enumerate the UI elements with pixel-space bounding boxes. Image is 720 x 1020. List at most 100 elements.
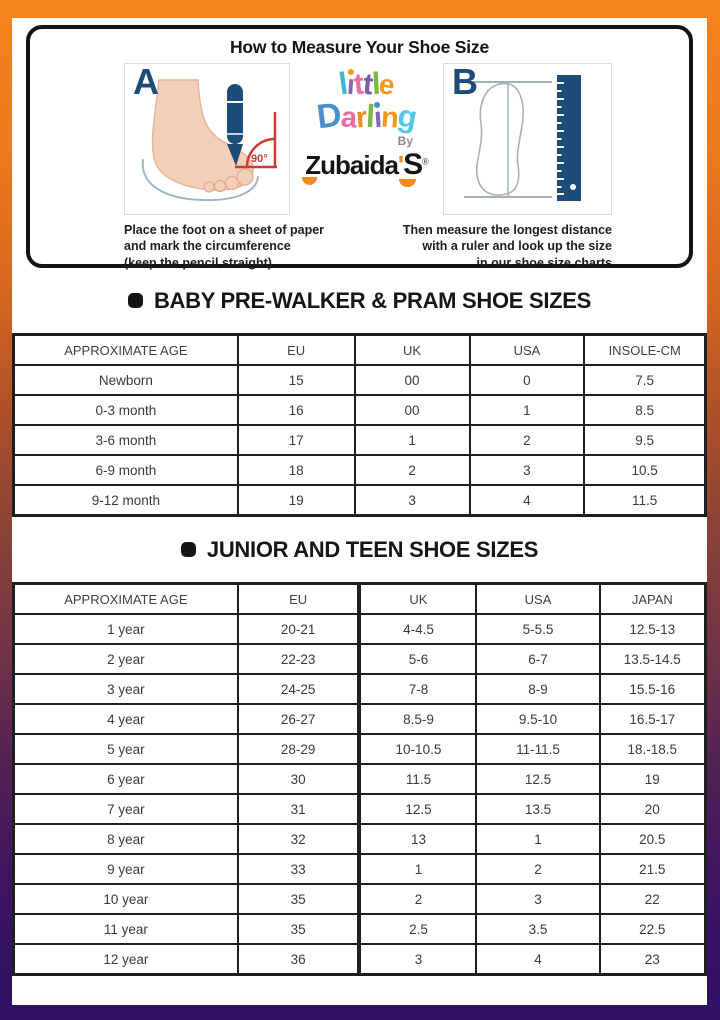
table-row: 0-3 month 16 00 1 8.5 bbox=[12, 394, 707, 426]
table-cell: 7-8 bbox=[358, 673, 478, 705]
table-cell: 2 year bbox=[12, 643, 239, 675]
table-row: 6-9 month 18 2 3 10.5 bbox=[12, 454, 707, 486]
column-header: UK bbox=[358, 582, 478, 615]
table-cell: 33 bbox=[236, 853, 362, 885]
brand-logo: lı ttle Darlı ng By Zubaida'S® bbox=[290, 63, 443, 271]
baby-section-heading: BABY PRE-WALKER & PRAM SHOE SIZES bbox=[12, 268, 707, 333]
table-cell: 2 bbox=[468, 424, 586, 456]
measure-row: A bbox=[30, 58, 689, 271]
table-cell: 12.5 bbox=[358, 793, 478, 825]
table-cell: 23 bbox=[598, 943, 707, 976]
header-row: APPROXIMATE AGE EU UK USA INSOLE-CM bbox=[12, 333, 707, 366]
table-cell: 1 bbox=[358, 853, 478, 885]
table-cell: 3 year bbox=[12, 673, 239, 705]
table-cell: 9.5-10 bbox=[475, 703, 601, 735]
measure-title: How to Measure Your Shoe Size bbox=[229, 37, 490, 57]
column-header: INSOLE-CM bbox=[583, 333, 707, 366]
table-row: 1 year 20-21 4-4.5 5-5.5 12.5-13 bbox=[12, 613, 707, 645]
logo-letter: g bbox=[394, 97, 419, 135]
baby-sizes-table: APPROXIMATE AGE EU UK USA INSOLE-CM Newborn 15… bbox=[12, 333, 707, 517]
table-cell: 11-11.5 bbox=[475, 733, 601, 765]
table-row: 4 year 26-27 8.5-9 9.5-10 16.5-17 bbox=[12, 703, 707, 735]
table-cell: 8 year bbox=[12, 823, 239, 855]
table-cell: 2 bbox=[358, 883, 478, 915]
caption-a: Place the foot on a sheet of paper and m… bbox=[124, 223, 325, 270]
table-cell: 13.5-14.5 bbox=[598, 643, 707, 675]
table-cell: 9.5 bbox=[583, 424, 707, 456]
brand-accent bbox=[302, 177, 318, 186]
registered-mark: ® bbox=[422, 156, 429, 167]
table-cell: 16.5-17 bbox=[598, 703, 707, 735]
junior-section-heading: JUNIOR AND TEEN SHOE SIZES bbox=[12, 517, 707, 582]
brand-accent bbox=[398, 179, 416, 188]
table-cell: 3.5 bbox=[475, 913, 601, 945]
brand-name: Zubaida bbox=[305, 150, 399, 181]
table-cell: Newborn bbox=[12, 364, 239, 396]
table-cell: 12 year bbox=[12, 943, 239, 976]
table-cell: 19 bbox=[598, 763, 707, 795]
table-cell: 9 year bbox=[12, 853, 239, 885]
table-cell: 26-27 bbox=[236, 703, 362, 735]
table-row: 7 year 31 12.5 13.5 20 bbox=[12, 793, 707, 825]
junior-heading-text: JUNIOR AND TEEN SHOE SIZES bbox=[206, 536, 539, 562]
logo-word-little: lı ttle bbox=[290, 66, 443, 102]
table-row: 10 year 35 2 3 22 bbox=[12, 883, 707, 915]
table-cell: 8.5 bbox=[583, 394, 707, 426]
column-header: JAPAN bbox=[598, 582, 707, 615]
column-header: APPROXIMATE AGE bbox=[12, 333, 239, 366]
table-cell: 24-25 bbox=[236, 673, 362, 705]
table-cell: 30 bbox=[236, 763, 362, 795]
table-cell: 4-4.5 bbox=[358, 613, 478, 645]
table-cell: 35 bbox=[236, 883, 362, 915]
column-header: USA bbox=[468, 333, 586, 366]
table-cell: 31 bbox=[236, 793, 362, 825]
page-panel: How to Measure Your Shoe Size A bbox=[12, 18, 707, 1005]
table-row: 6 year 30 11.5 12.5 19 bbox=[12, 763, 707, 795]
table-cell: 13.5 bbox=[475, 793, 601, 825]
table-cell: 11 year bbox=[12, 913, 239, 945]
table-row: 12 year 36 3 4 23 bbox=[12, 943, 707, 976]
table-cell: 8.5-9 bbox=[358, 703, 478, 735]
table-cell: 15.5-16 bbox=[598, 673, 707, 705]
column-header: EU bbox=[236, 333, 356, 366]
table-cell: 10-10.5 bbox=[358, 733, 478, 765]
table-cell: 4 year bbox=[12, 703, 239, 735]
table-cell: 3 bbox=[358, 943, 478, 976]
table-cell: 7.5 bbox=[583, 364, 707, 396]
table-row: 3 year 24-25 7-8 8-9 15.5-16 bbox=[12, 673, 707, 705]
table-cell: 1 bbox=[468, 394, 586, 426]
illustration-b-column: B Then measure the longest dist bbox=[403, 62, 612, 271]
table-cell: 20.5 bbox=[598, 823, 707, 855]
table-cell: 3 bbox=[353, 484, 471, 517]
brand-apostrophe: ' bbox=[397, 150, 404, 181]
table-cell: 13 bbox=[358, 823, 478, 855]
header-row: APPROXIMATE AGE EU UK USA JAPAN bbox=[12, 582, 707, 615]
table-cell: 32 bbox=[236, 823, 362, 855]
table-cell: 20 bbox=[598, 793, 707, 825]
table-cell: 3 bbox=[468, 454, 586, 486]
table-cell: 9-12 month bbox=[12, 484, 239, 517]
bullet-icon bbox=[180, 542, 196, 557]
table-cell: 4 bbox=[468, 484, 586, 517]
table-cell: 18 bbox=[236, 454, 356, 486]
brand-last-letter: S bbox=[403, 148, 423, 182]
table-cell: 3-6 month bbox=[12, 424, 239, 456]
column-header: USA bbox=[475, 582, 601, 615]
table-cell: 4 bbox=[475, 943, 601, 976]
table-cell: 2 bbox=[353, 454, 471, 486]
table-cell: 2.5 bbox=[358, 913, 478, 945]
table-cell: 12.5 bbox=[475, 763, 601, 795]
column-header: EU bbox=[236, 582, 362, 615]
table-cell: 17 bbox=[236, 424, 356, 456]
table-cell: 00 bbox=[353, 364, 471, 396]
table-cell: 10.5 bbox=[583, 454, 707, 486]
foot-pencil-illustration: 90° bbox=[141, 79, 277, 202]
table-row: 9 year 33 1 2 21.5 bbox=[12, 853, 707, 885]
table-cell: 7 year bbox=[12, 793, 239, 825]
table-cell: 22 bbox=[598, 883, 707, 915]
column-header: APPROXIMATE AGE bbox=[12, 582, 239, 615]
table-cell: 35 bbox=[236, 913, 362, 945]
logo-brand-wordmark: Zubaida'S® bbox=[302, 148, 429, 188]
table-cell: 11.5 bbox=[358, 763, 478, 795]
table-cell: 1 year bbox=[12, 613, 239, 645]
